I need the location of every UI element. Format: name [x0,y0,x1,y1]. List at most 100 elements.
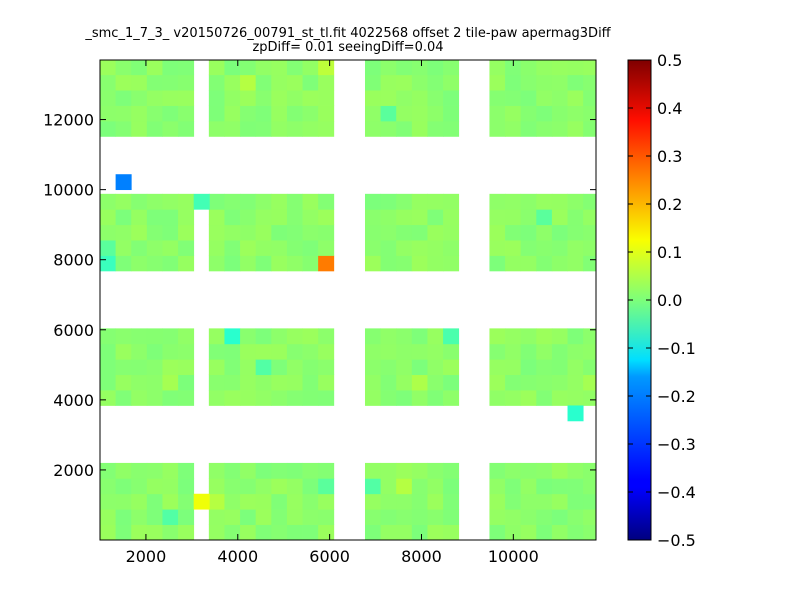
heatmap-cell [364,120,382,137]
heatmap-cell [427,74,444,91]
heatmap-cell [178,90,195,106]
heatmap-cell [178,74,195,91]
heatmap-cell [240,493,257,510]
heatmap-cell [224,224,241,241]
heatmap-cell [286,60,303,76]
heatmap-cell [583,462,596,479]
heatmap-cell [443,328,460,345]
heatmap-cell [100,390,117,406]
heatmap-cell [318,60,335,76]
heatmap-cell [208,328,225,345]
heatmap-cell [271,343,288,360]
heatmap-cell [162,209,179,226]
heatmap-cell [255,209,272,226]
heatmap-cell [520,493,537,510]
heatmap-cell [567,359,584,376]
heatmap-cell [255,478,272,495]
heatmap-cell [567,193,584,210]
heatmap-cell [255,224,272,241]
heatmap-cell [364,240,382,256]
heatmap-cell [427,255,444,272]
heatmap-cell [536,493,553,510]
heatmap-cell [286,374,303,391]
heatmap-cell [100,255,117,272]
heatmap-cell [536,240,553,256]
heatmap-cell [162,60,179,76]
y-tick-label: 6000 [53,321,94,340]
heatmap-cell [208,509,225,525]
heatmap-cell [224,105,241,122]
heatmap-cell [100,120,117,137]
heatmap-cell [286,209,303,226]
heatmap-cell [364,60,382,76]
heatmap-cell [240,120,257,137]
heatmap-cell [551,224,568,241]
heatmap-cell [551,462,568,479]
heatmap-cell [443,193,460,210]
heatmap-cell [396,328,413,345]
heatmap-cell [583,90,596,106]
heatmap-cell [131,105,148,122]
heatmap-cell [318,90,335,106]
heatmap-cell [505,390,522,406]
heatmap-cell [583,478,596,495]
heatmap-cell [520,240,537,256]
heatmap-cell [178,390,195,406]
heatmap-cell [208,90,225,106]
heatmap-cell [193,493,210,510]
heatmap-cell [162,224,179,241]
heatmap-cell [443,478,460,495]
heatmap-cell [271,493,288,510]
heatmap-cell [505,224,522,241]
heatmap-cell [583,359,596,376]
heatmap-cell [208,60,225,76]
heatmap-cell [443,390,460,406]
heatmap-cell [115,90,132,106]
heatmap-cell [536,390,553,406]
heatmap-cell [286,343,303,360]
heatmap-cell [271,462,288,479]
heatmap-cell [427,209,444,226]
heatmap-cell [411,240,428,256]
heatmap-cell [146,193,163,210]
heatmap-cell [567,524,584,540]
heatmap-cell [551,120,568,137]
heatmap-cell [131,209,148,226]
heatmap-cell [505,209,522,226]
heatmap-cell [115,105,132,122]
heatmap-cell [131,509,148,525]
axes: 2000 4000 6000 8000 10000 2000 4000 6000 8000 100… [43,60,596,566]
heatmap-cell [567,209,584,226]
heatmap-cell [443,462,460,479]
heatmap-cell [536,209,553,226]
heatmap-cell [364,255,382,272]
heatmap-cell [396,105,413,122]
heatmap-cell [115,524,132,540]
heatmap-cell [115,328,132,345]
heatmap-cell [146,374,163,391]
heatmap-cell [115,120,132,137]
heatmap-cell [255,193,272,210]
heatmap-cell [396,374,413,391]
heatmap-cell [240,240,257,256]
heatmap-cell [193,193,210,210]
heatmap-cell [162,478,179,495]
heatmap-cell [583,60,596,76]
heatmap-cell [489,374,506,391]
heatmap-cell [489,478,506,495]
heatmap-cell [208,478,225,495]
heatmap-cell [208,193,225,210]
heatmap-cell [505,60,522,76]
heatmap-cell [411,105,428,122]
heatmap-cell [427,60,444,76]
heatmap-cell [302,509,319,525]
heatmap-cell [551,74,568,91]
heatmap-cell [224,343,241,360]
heatmap-cell [131,120,148,137]
heatmap-cell [100,328,117,345]
heatmap-cell [162,193,179,210]
heatmap-cell [489,509,506,525]
heatmap-cell [302,478,319,495]
heatmap-cell [567,255,584,272]
heatmap-cell [567,105,584,122]
